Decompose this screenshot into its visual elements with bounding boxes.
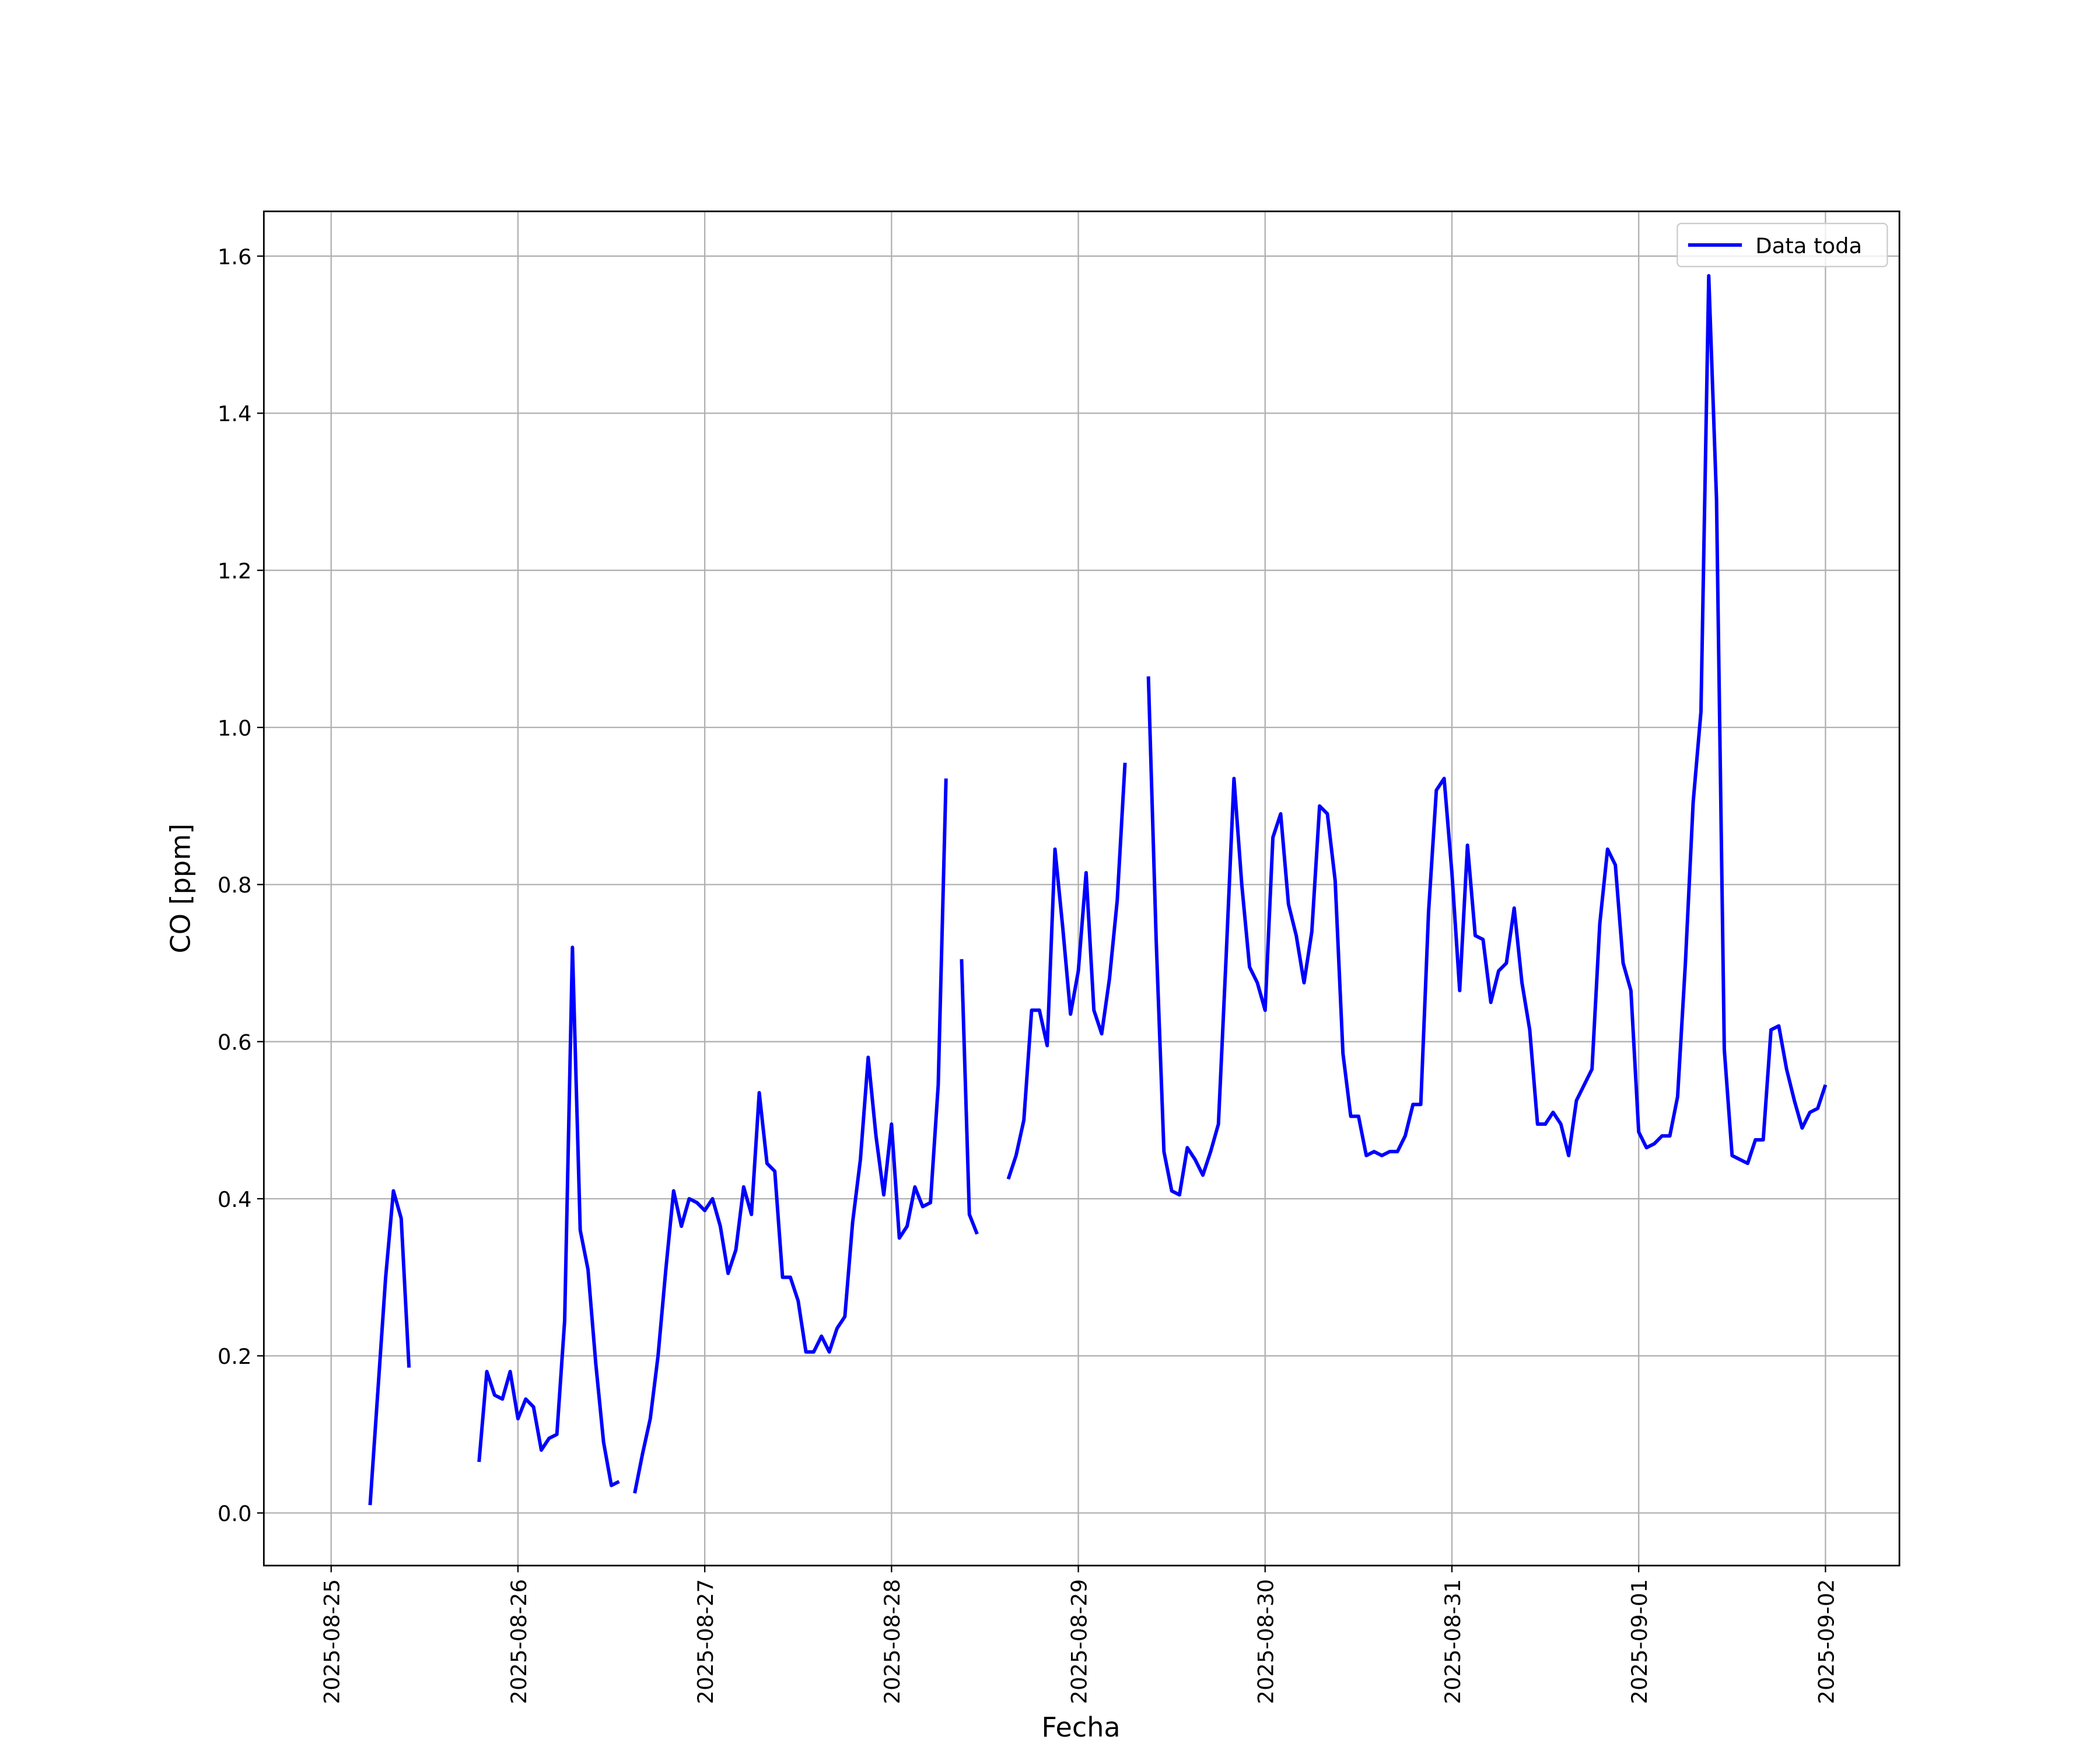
legend-label: Data toda <box>1755 233 1862 258</box>
x-tick-label: 2025-09-01 <box>1627 1579 1652 1704</box>
x-tick-label: 2025-08-29 <box>1066 1579 1091 1704</box>
y-tick-label: 0.8 <box>218 873 252 898</box>
y-tick-label: 1.0 <box>218 716 252 741</box>
x-tick-label: 2025-08-30 <box>1254 1579 1279 1704</box>
y-axis-label: CO [ppm] <box>164 824 196 954</box>
x-tick-label: 2025-08-31 <box>1440 1579 1465 1704</box>
x-tick-label: 2025-08-28 <box>880 1579 905 1704</box>
y-tick-label: 0.2 <box>218 1344 252 1369</box>
x-tick-label: 2025-09-02 <box>1814 1579 1839 1704</box>
y-tick-label: 0.0 <box>218 1501 252 1526</box>
data-line <box>368 274 1828 1506</box>
y-tick-label: 0.4 <box>218 1187 252 1212</box>
y-tick-label: 1.6 <box>218 244 252 270</box>
y-tick-label: 0.6 <box>218 1030 252 1055</box>
axes-frame <box>262 210 1901 1567</box>
x-tick-label: 2025-08-27 <box>693 1579 718 1704</box>
x-tick-label: 2025-08-26 <box>506 1579 531 1704</box>
legend: Data toda <box>1676 222 1888 268</box>
x-tick-label: 2025-08-25 <box>320 1579 345 1704</box>
legend-box <box>1676 222 1888 268</box>
x-axis-label: Fecha <box>1041 1712 1120 1743</box>
y-tick-label: 1.2 <box>218 559 252 584</box>
plot: 0.0 0.2 0.4 0.6 0.8 1.0 1.2 1.4 1.6 2025-08-25 202… <box>218 211 1900 1704</box>
y-tick-label: 1.4 <box>218 401 252 426</box>
